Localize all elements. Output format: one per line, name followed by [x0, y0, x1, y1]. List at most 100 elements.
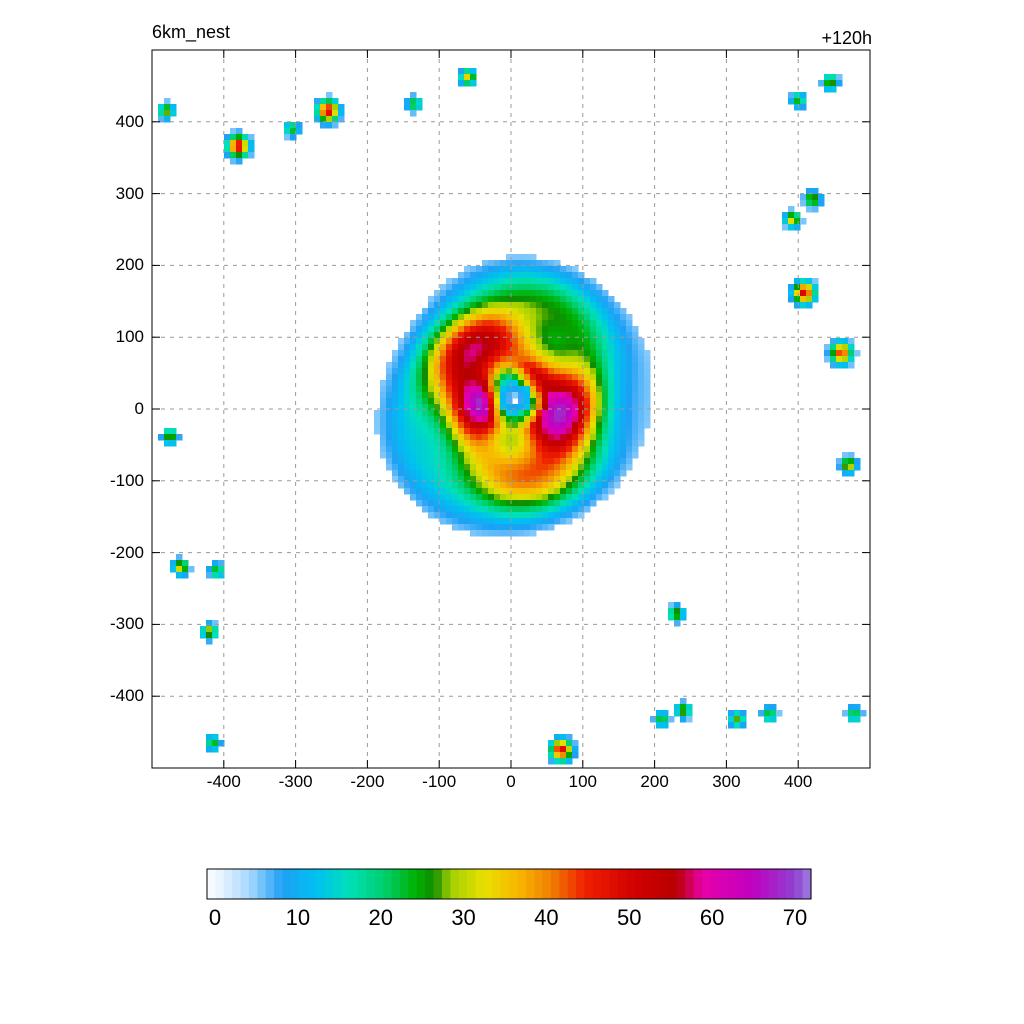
colorbar-segment	[584, 869, 594, 899]
colorbar-segment	[441, 869, 451, 899]
colorbar-segment	[483, 869, 493, 899]
colorbar-segment	[383, 869, 393, 899]
x-tick-label: -100	[422, 772, 457, 791]
colorbar-frame	[206, 868, 812, 900]
colorbar-segment	[735, 869, 745, 899]
colorbar-segment	[710, 869, 720, 899]
colorbar-segment	[399, 869, 409, 899]
colorbar-segment	[282, 869, 292, 899]
colorbar-segment	[643, 869, 653, 899]
colorbar-tick-label: 0	[208, 905, 222, 930]
colorbar-segment	[257, 869, 267, 899]
colorbar-segment	[676, 869, 686, 899]
x-tick-label: -200	[350, 772, 385, 791]
colorbar-segment	[358, 869, 367, 899]
colorbar-segment	[475, 869, 485, 899]
colorbar-segment	[769, 869, 779, 899]
colorbar-segment	[609, 869, 619, 899]
colorbar-segment	[727, 869, 737, 899]
colorbar-tick-label: 50	[617, 905, 642, 930]
y-tick-label: 400	[115, 111, 144, 131]
colorbar-segment	[685, 869, 695, 899]
colorbar-segment	[559, 869, 569, 899]
colorbar-tick-label: 60	[699, 905, 725, 930]
colorbar-segment	[349, 869, 359, 899]
colorbar-segment	[567, 869, 577, 899]
colorbar-segment	[223, 869, 233, 899]
x-tick-label: 0	[506, 772, 516, 791]
colorbar-segment	[743, 869, 753, 899]
colorbar-segment	[660, 869, 669, 899]
y-tick-label: -100	[109, 470, 144, 490]
colorbar-segment	[467, 869, 477, 899]
y-tick-label: -300	[109, 614, 144, 634]
colorbar-segment	[601, 869, 611, 899]
colorbar-segment	[618, 869, 628, 899]
y-tick-label: -400	[109, 686, 144, 706]
colorbar-segment	[576, 869, 586, 899]
colorbar-segment	[433, 869, 443, 899]
colorbar-segment	[718, 869, 728, 899]
colorbar-segment	[634, 869, 644, 899]
colorbar-segment	[777, 869, 787, 899]
colorbar-segment	[450, 869, 460, 899]
colorbar-segment	[802, 869, 812, 899]
colorbar-segment	[651, 869, 661, 899]
grid-lines	[152, 50, 870, 768]
colorbar-segment	[248, 869, 258, 899]
colorbar-segment	[332, 869, 342, 899]
plot-title: 6km_nest	[152, 22, 231, 42]
x-tick-label: -300	[278, 772, 313, 791]
colorbar-segment	[592, 869, 602, 899]
colorbar-segment	[324, 869, 334, 899]
colorbar-segment	[408, 869, 418, 899]
colorbar-segment	[492, 869, 502, 899]
y-tick-label: 200	[115, 255, 144, 275]
colorbar-segment	[525, 869, 535, 899]
colorbar-segment	[701, 869, 711, 899]
colorbar-segment	[760, 869, 770, 899]
colorbar	[206, 868, 812, 900]
axis-ticks	[152, 50, 870, 768]
wind-field	[158, 68, 867, 765]
colorbar-segment	[517, 869, 527, 899]
colorbar-segment	[458, 869, 468, 899]
colorbar-segment	[341, 869, 351, 899]
y-tick-label: 100	[115, 327, 144, 347]
colorbar-tick-label: 20	[368, 905, 393, 930]
colorbar-segment	[752, 869, 762, 899]
colorbar-tick-label: 40	[534, 905, 559, 930]
colorbar-segment	[232, 869, 242, 899]
forecast-hour-label: +120h	[821, 28, 872, 48]
colorbar-segment	[542, 869, 552, 899]
colorbar-segment	[416, 869, 426, 899]
colorbar-tick-label: 70	[782, 905, 808, 930]
x-tick-label: 300	[712, 772, 741, 791]
colorbar-segment	[307, 869, 317, 899]
x-tick-label: -400	[206, 772, 241, 791]
colorbar-segment	[391, 869, 401, 899]
colorbar-segment	[299, 869, 309, 899]
colorbar-segment	[794, 869, 804, 899]
colorbar-tick-label: 30	[451, 905, 476, 930]
colorbar-segment	[366, 869, 376, 899]
colorbar-segment	[316, 869, 326, 899]
colorbar-segment	[207, 869, 216, 899]
colorbar-segment	[240, 869, 250, 899]
colorbar-segment	[290, 869, 300, 899]
colorbar-segment	[693, 869, 703, 899]
colorbar-segment	[668, 869, 678, 899]
y-tick-label: -200	[109, 542, 144, 562]
colorbar-segment	[425, 869, 435, 899]
x-tick-label: 100	[568, 772, 597, 791]
colorbar-segment	[374, 869, 384, 899]
y-tick-label: 300	[115, 183, 144, 203]
colorbar-segment	[550, 869, 560, 899]
colorbar-tick-label: 10	[285, 905, 311, 930]
colorbar-segment	[500, 869, 510, 899]
colorbar-segment	[785, 869, 795, 899]
colorbar-segment	[215, 869, 225, 899]
colorbar-segment	[626, 869, 636, 899]
y-tick-label: 0	[134, 399, 144, 418]
